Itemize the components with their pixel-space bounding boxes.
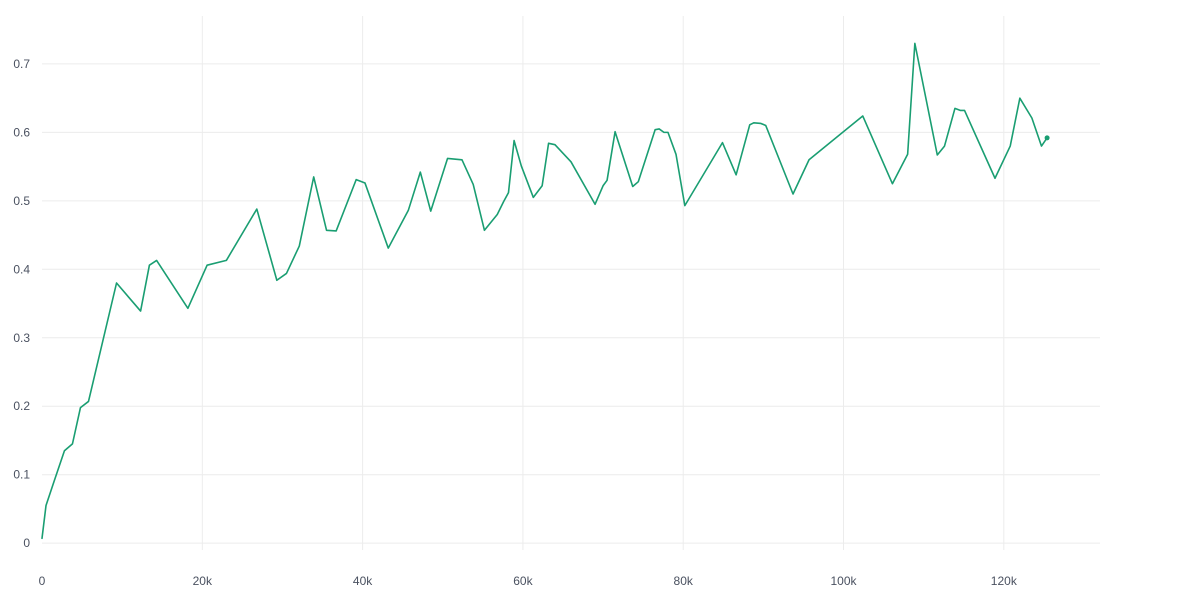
y-tick-label: 0.4 bbox=[13, 262, 30, 276]
x-tick-label: 80k bbox=[674, 574, 694, 588]
y-tick-label: 0 bbox=[23, 536, 30, 550]
y-tick-label: 0.6 bbox=[13, 125, 30, 139]
x-tick-label: 40k bbox=[353, 574, 373, 588]
x-tick-label: 20k bbox=[193, 574, 213, 588]
x-gridlines bbox=[201, 16, 1005, 550]
series-layer bbox=[41, 42, 1050, 540]
x-tick-label: 60k bbox=[513, 574, 533, 588]
y-axis-tick-labels: 0 0.1 0.2 0.3 0.4 0.5 0.6 0.7 bbox=[13, 57, 30, 550]
y-gridlines bbox=[42, 63, 1100, 544]
series-line bbox=[41, 42, 1048, 540]
y-tick-label: 0.3 bbox=[13, 331, 30, 345]
last-point-marker bbox=[1044, 135, 1050, 141]
y-tick-label: 0.2 bbox=[13, 399, 30, 413]
y-tick-label: 0.5 bbox=[13, 194, 30, 208]
x-tick-label: 120k bbox=[991, 574, 1018, 588]
y-tick-label: 0.7 bbox=[13, 57, 30, 71]
y-tick-label: 0.1 bbox=[13, 468, 30, 482]
x-tick-label: 100k bbox=[830, 574, 857, 588]
x-axis-tick-labels: 0 20k 40k 60k 80k 100k 120k bbox=[39, 574, 1018, 588]
x-tick-label: 0 bbox=[39, 574, 46, 588]
